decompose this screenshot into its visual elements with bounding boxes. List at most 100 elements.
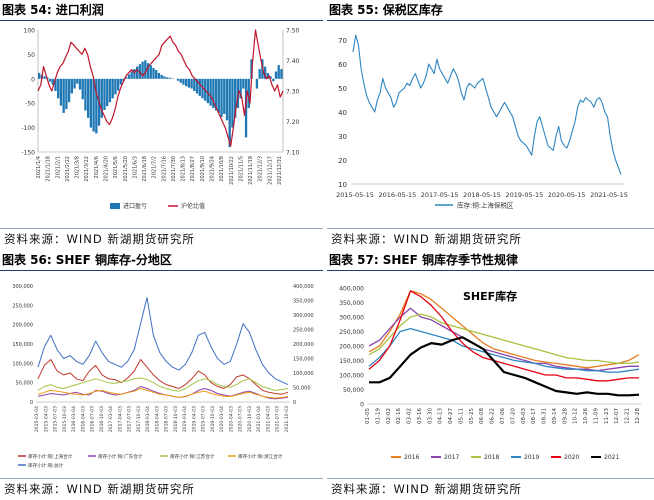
right-y-tick-label: 7.40 [286, 58, 300, 65]
x-tick-label: 2021/12/3 [258, 156, 264, 182]
bar [163, 76, 166, 79]
x-tick-label: 01-05 [365, 408, 371, 424]
series-line [37, 388, 289, 399]
figure-label: 图表 57: [329, 253, 379, 267]
bar [234, 78, 237, 118]
bar [38, 72, 41, 79]
x-tick-label: 2021/9/24 [210, 156, 216, 182]
left-y-tick-label: -50 [25, 101, 35, 108]
x-tick-label: 2021/7/2 [152, 156, 158, 178]
bar [125, 77, 128, 79]
bar [231, 78, 234, 128]
x-tick-label: 2021/2/22 [65, 156, 71, 182]
x-tick-label: 08-17 [531, 408, 537, 424]
x-tick-label: 05-25 [469, 408, 475, 424]
stock-line [352, 34, 622, 175]
legend-label: 库存小计:铜:浙江合计 [238, 453, 283, 460]
panel-title: 图表 55: 保税区库存 [327, 0, 654, 21]
x-tick-label: 2015-07-03 [53, 406, 59, 432]
bar [165, 77, 169, 79]
x-tick-label: 2015-10-03 [62, 406, 68, 432]
legend-label: 2021 [604, 454, 619, 461]
right-y-tick-label: 100,000 [293, 371, 314, 377]
left-y-tick-label: 50,000 [16, 381, 34, 387]
series-line-2020 [368, 290, 639, 382]
bar [195, 78, 199, 94]
x-tick-label: 2021/10/22 [229, 156, 235, 185]
x-tick-label: 03-16 [417, 408, 423, 424]
chart-annotation: SHEF库存 [463, 289, 517, 303]
x-tick-label: 2017-04-03 [117, 406, 123, 432]
bar [65, 78, 68, 110]
bar [144, 60, 147, 79]
chart-import-profit: 100500-50-100-1507.507.407.307.207.10202… [21, 28, 300, 211]
x-tick-label: 2021-07-03 [275, 406, 281, 432]
panel-title: 图表 56: SHEF 铜库存-分地区 [0, 250, 323, 271]
right-y-tick-label: 300,000 [293, 313, 314, 319]
y-tick-label: 60 [338, 61, 347, 69]
bar [127, 74, 131, 79]
y-tick-label: 70 [338, 37, 347, 45]
panel-bonded-stock: 图表 55: 保税区库存 70 60 50 40 30 20 10 2015-05-15 2016… [327, 0, 654, 250]
x-tick-label: 2018-10-03 [173, 406, 179, 432]
source-note: 资料来源：WIND 新湖期货研究所 [331, 482, 522, 496]
figure-label: 图表 54: [2, 3, 52, 17]
x-tick-label: 07-06 [500, 408, 506, 424]
left-y-tick-label: 200,000 [12, 323, 33, 329]
title-text: SHEF 铜库存-分地区 [55, 253, 172, 267]
x-tick-label: 2021/9/10 [200, 156, 206, 182]
bar [225, 78, 229, 121]
x-tick-label: 09-28 [562, 408, 568, 424]
bar [220, 78, 223, 117]
left-y-tick-label: 100 [24, 28, 36, 35]
bar [214, 78, 218, 111]
title-text: SHEF 铜库存季节性规律 [382, 253, 518, 267]
bar [209, 78, 212, 106]
x-tick-label: 2019-07-03 [201, 406, 207, 432]
y-tick-label: 150,000 [339, 358, 364, 365]
right-y-tick-label: 200,000 [293, 342, 314, 348]
x-tick-label: 08-03 [521, 408, 527, 424]
right-y-tick-label: 400,000 [293, 284, 314, 290]
x-tick-label: 2020-07-03 [238, 406, 244, 432]
x-tick-label: 2021/2/1 [55, 156, 61, 178]
x-tick-label: 2021/1/18 [46, 156, 52, 182]
bar [103, 78, 106, 111]
bar [239, 78, 242, 99]
y-tick-label: 30 [338, 133, 347, 141]
x-tick-label: 2016-07-03 [90, 406, 96, 432]
bar [73, 78, 76, 89]
x-tick-label: 2021/6/18 [142, 156, 148, 182]
y-tick-label: 200,000 [339, 344, 364, 351]
x-tick-label: 2021/8/13 [181, 156, 187, 182]
x-tick-label: 2021-05-15 [590, 191, 628, 199]
right-y-tick-label: 0 [293, 400, 296, 406]
series-line-2021 [369, 336, 640, 397]
x-tick-label: 2021/3/22 [84, 156, 90, 182]
x-tick-label: 2021-10-03 [284, 406, 290, 432]
x-tick-label: 2017-10-03 [136, 406, 142, 432]
bar [130, 71, 133, 79]
x-tick-label: 2019-01-04 [182, 406, 188, 432]
x-tick-label: 2021/7/30 [171, 156, 177, 182]
y-tick-label: 50,000 [343, 387, 364, 394]
bar [149, 65, 152, 79]
bar [228, 78, 231, 148]
legend-label: 2019 [524, 454, 539, 461]
x-tick-label: 11-23 [604, 408, 610, 424]
bar [187, 78, 191, 88]
x-tick-label: 2020-10-03 [247, 406, 253, 432]
bar [160, 74, 163, 79]
chart-shfe-region: 300,000 250,000 200,000 150,000 100,000 50,00… [12, 284, 314, 469]
bar [106, 78, 109, 107]
bar [168, 77, 171, 79]
x-tick-label: 12-07 [614, 408, 620, 424]
y-tick-label: 400,000 [339, 286, 364, 293]
x-tick-label: 01-19 [375, 408, 381, 424]
right-y-tick-label: 7.50 [286, 28, 300, 35]
bar [78, 78, 82, 90]
legend-label: 库存小计:铜:总计 [28, 462, 64, 469]
bar [111, 78, 114, 99]
legend-label: 库存小计:铜:江苏合计 [170, 453, 215, 460]
y-tick-label: 350,000 [339, 300, 364, 307]
